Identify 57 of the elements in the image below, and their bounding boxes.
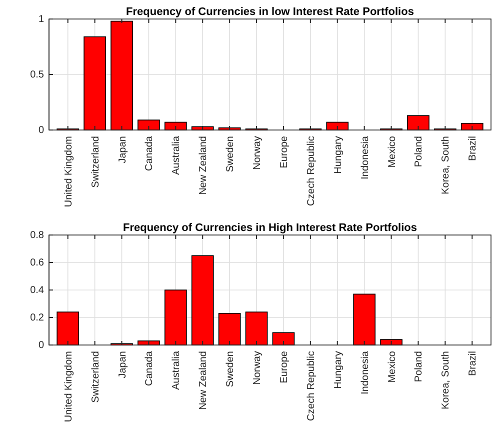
x-tick-label: Japan bbox=[117, 351, 128, 378]
x-tick-label: Australia bbox=[171, 350, 182, 390]
x-tick-label: Indonesia bbox=[360, 350, 371, 394]
x-tick-label: Czech Republic bbox=[306, 136, 317, 206]
bar bbox=[460, 122, 484, 130]
x-tick-label: Switzerland bbox=[90, 351, 102, 403]
y-tick-label: 0.5 bbox=[30, 70, 44, 81]
y-tick-label: 0 bbox=[38, 340, 44, 352]
bar bbox=[380, 339, 402, 346]
bar bbox=[326, 122, 349, 130]
y-tick-label: 1 bbox=[38, 14, 44, 26]
x-tick-label: Korea, South bbox=[440, 136, 452, 194]
x-tick-label: Poland bbox=[414, 351, 425, 382]
x-tick-label: United Kingdom bbox=[63, 351, 74, 422]
x-tick-label: Indonesia bbox=[360, 136, 371, 180]
bar bbox=[272, 332, 295, 346]
chart-title: Frequency of Currencies in High Interest Rate Portfolios bbox=[123, 222, 417, 234]
x-tick-label: Switzerland bbox=[90, 136, 102, 188]
bar bbox=[191, 255, 214, 346]
x-tick-label: Sweden bbox=[225, 351, 236, 388]
x-tick-label: Norway bbox=[252, 136, 264, 170]
x-tick-label: Korea, South bbox=[440, 351, 452, 410]
x-tick-label: Hungary bbox=[332, 136, 344, 174]
bar bbox=[353, 294, 376, 346]
y-tick-label: 0 bbox=[38, 125, 44, 136]
x-tick-label: Europe bbox=[278, 136, 290, 168]
x-tick-label: Australia bbox=[171, 136, 182, 175]
x-tick-label: Czech Republic bbox=[306, 351, 317, 422]
y-tick-label: 0.2 bbox=[30, 312, 44, 324]
x-tick-label: United Kingdom bbox=[63, 136, 74, 208]
bar bbox=[164, 122, 187, 130]
x-tick-label: Mexico bbox=[386, 350, 398, 383]
x-tick-label: New Zealand bbox=[198, 136, 210, 195]
x-tick-label: Canada bbox=[144, 136, 156, 172]
x-tick-label: Mexico bbox=[386, 136, 398, 168]
y-tick-label: 0.6 bbox=[30, 258, 44, 269]
x-tick-label: New Zealand bbox=[198, 351, 210, 410]
bar bbox=[218, 312, 241, 346]
bar bbox=[138, 120, 160, 130]
y-tick-label: 0.4 bbox=[30, 285, 44, 296]
bar bbox=[407, 115, 430, 130]
bar bbox=[56, 312, 80, 346]
x-tick-label: Poland bbox=[414, 136, 425, 168]
bar bbox=[245, 312, 268, 346]
x-tick-label: Sweden bbox=[225, 136, 236, 172]
x-tick-label: Japan bbox=[117, 136, 128, 164]
x-tick-label: Europe bbox=[278, 350, 290, 384]
x-tick-label: Brazil bbox=[468, 351, 479, 376]
bar bbox=[110, 20, 133, 130]
y-tick-label: 0.8 bbox=[30, 230, 44, 242]
bar bbox=[164, 290, 187, 346]
x-tick-label: Brazil bbox=[468, 136, 479, 162]
bar bbox=[84, 36, 106, 130]
x-tick-label: Hungary bbox=[332, 351, 344, 389]
chart-title: Frequency of Currencies in low Interest Rate Portfolios bbox=[126, 6, 414, 18]
x-tick-label: Norway bbox=[252, 351, 264, 385]
x-tick-label: Canada bbox=[144, 350, 156, 386]
